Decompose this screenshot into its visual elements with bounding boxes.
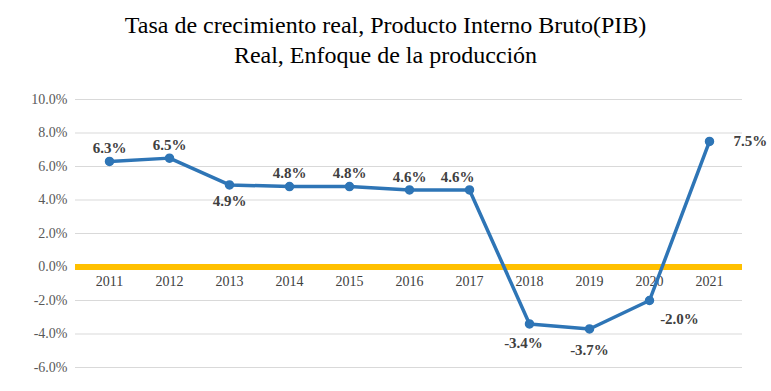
html-text:Real, Enfoque de la producción: Real, Enfoque de la producción [233, 42, 538, 68]
svg-text:2018: 2018 [516, 274, 544, 289]
svg-text:-3.4%: -3.4% [504, 335, 543, 351]
svg-text:-3.7%: -3.7% [570, 342, 609, 358]
svg-text:4.0%: 4.0% [38, 192, 68, 207]
svg-text:4.6%: 4.6% [393, 169, 427, 185]
svg-text:6.5%: 6.5% [153, 137, 187, 153]
html-text:Tasa de crecimiento real, Prod: Tasa de crecimiento real, Producto Inter… [124, 12, 647, 38]
svg-text:4.9%: 4.9% [213, 193, 247, 209]
svg-text:4.6%: 4.6% [441, 169, 475, 185]
svg-text:4.8%: 4.8% [273, 165, 307, 181]
svg-text:10.0%: 10.0% [31, 92, 68, 107]
svg-text:2016: 2016 [396, 274, 424, 289]
svg-text:2013: 2013 [216, 274, 244, 289]
svg-text:2019: 2019 [576, 274, 604, 289]
svg-text:6.3%: 6.3% [93, 140, 127, 156]
svg-text:-4.0%: -4.0% [34, 326, 68, 341]
svg-text:7.5%: 7.5% [734, 133, 768, 149]
svg-text:8.0%: 8.0% [38, 125, 68, 140]
svg-text:2020: 2020 [635, 274, 664, 290]
svg-text:-2.0%: -2.0% [660, 311, 699, 327]
svg-text:-2.0%: -2.0% [34, 293, 68, 308]
svg-text:2012: 2012 [156, 274, 184, 289]
svg-text:2017: 2017 [456, 274, 484, 289]
svg-text:2021: 2021 [696, 274, 724, 289]
svg-text:2014: 2014 [276, 274, 304, 289]
svg-text:2.0%: 2.0% [38, 226, 68, 241]
svg-text:0.0%: 0.0% [38, 259, 68, 274]
svg-text:-6.0%: -6.0% [34, 360, 68, 375]
svg-text:2015: 2015 [336, 274, 364, 289]
svg-text:2011: 2011 [96, 274, 123, 289]
svg-text:4.8%: 4.8% [333, 165, 367, 181]
svg-text:6.0%: 6.0% [38, 159, 68, 174]
